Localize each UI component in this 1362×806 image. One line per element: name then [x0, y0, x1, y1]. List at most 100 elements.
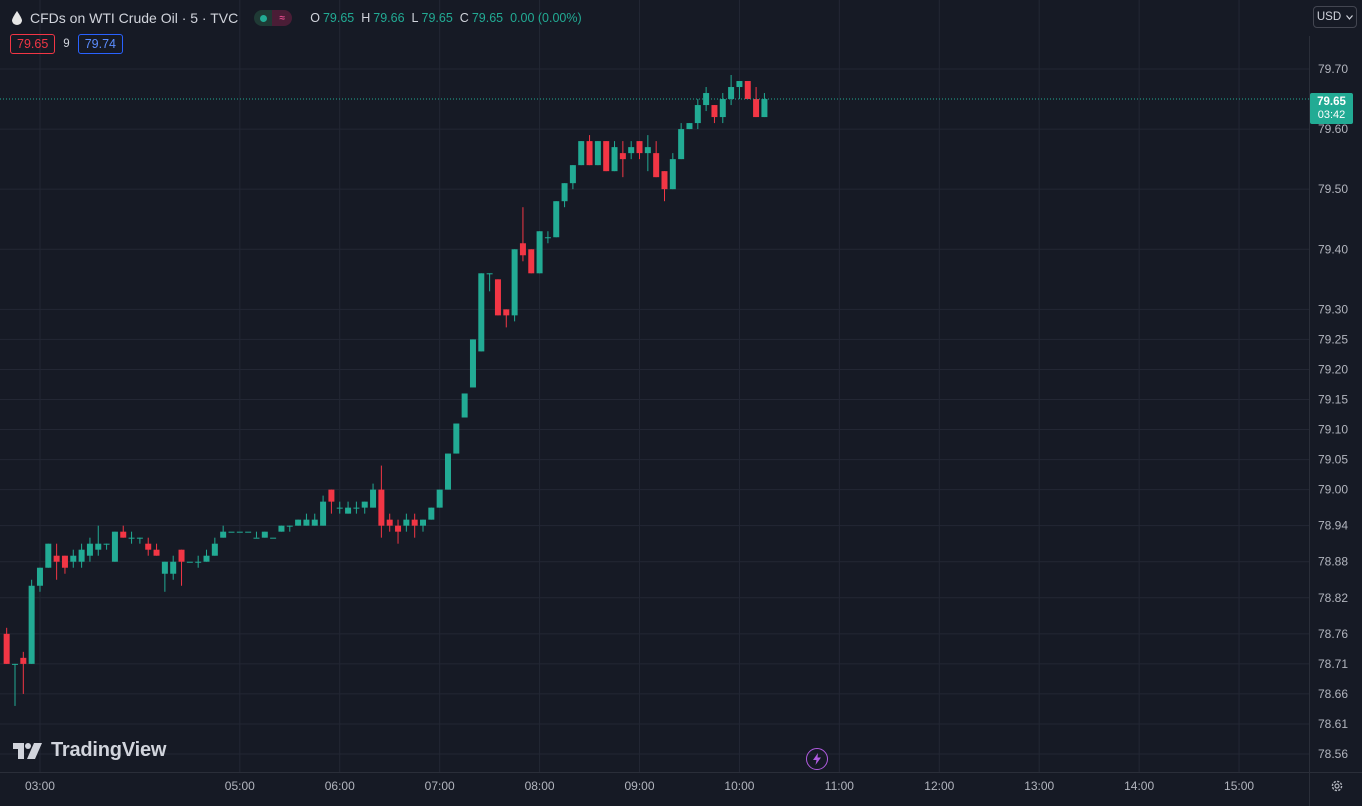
candle-body: [145, 543, 152, 550]
candle: [295, 519, 302, 526]
candle-body: [420, 519, 427, 526]
candle-body: [428, 507, 435, 520]
candle-body: [669, 159, 676, 190]
candle-body: [153, 549, 160, 556]
chevron-down-icon: [1346, 14, 1354, 20]
candle: [403, 513, 410, 532]
candle: [719, 93, 726, 124]
tradingview-logo-icon: [13, 742, 42, 759]
tradingview-logo-text: TradingView: [51, 739, 167, 761]
candle-body: [70, 555, 77, 562]
candle-body: [236, 531, 243, 533]
candle-body: [278, 525, 285, 532]
oil-drop-icon: [12, 11, 22, 25]
lightning-icon[interactable]: [806, 748, 828, 770]
candle-body: [220, 531, 227, 538]
spread-value: 9: [63, 38, 70, 50]
price-tick-label: 78.61: [1318, 717, 1348, 731]
candle-body: [295, 519, 302, 526]
candle: [286, 525, 293, 532]
candle: [486, 273, 493, 292]
candle: [703, 87, 710, 112]
price-tick-label: 78.71: [1318, 657, 1348, 671]
buy-price-button[interactable]: 79.74: [77, 34, 123, 54]
candle-body: [586, 141, 593, 166]
candle: [444, 453, 451, 490]
candle: [395, 519, 402, 544]
candle: [686, 123, 693, 130]
market-status-badge[interactable]: ≈: [254, 10, 293, 26]
price-tick-label: 79.25: [1318, 332, 1348, 346]
time-tick-label: 08:00: [525, 779, 555, 793]
candle: [728, 75, 735, 106]
time-tick-label: 13:00: [1024, 779, 1054, 793]
time-tick-label: 07:00: [425, 779, 455, 793]
candle: [561, 183, 568, 208]
symbol-legend: CFDs on WTI Crude Oil · 5 · TVC ≈ O 79.65…: [12, 9, 586, 27]
ohlc-close-key: C: [459, 11, 469, 25]
candle-body: [286, 525, 293, 527]
candle: [3, 627, 10, 664]
candle-body: [36, 567, 43, 586]
last-price-value: 79.65: [1317, 95, 1346, 108]
candle: [320, 495, 327, 526]
candle-body: [53, 555, 60, 562]
candle-body: [444, 453, 451, 490]
time-tick-label: 09:00: [624, 779, 654, 793]
candle: [120, 525, 127, 538]
candle: [203, 549, 210, 562]
candle: [11, 663, 18, 706]
price-tick-label: 79.60: [1318, 122, 1348, 136]
candle: [578, 141, 585, 166]
ohlc-open-value: 79.65: [322, 11, 355, 25]
candle-body: [678, 129, 685, 160]
candle: [386, 513, 393, 532]
candle-body: [170, 561, 177, 574]
candle-body: [161, 561, 168, 574]
candle: [353, 501, 360, 514]
candle: [370, 483, 377, 508]
candle-body: [270, 537, 277, 539]
ohlc-high-value: 79.66: [373, 11, 405, 25]
candle-body: [120, 531, 127, 538]
time-tick-label: 03:00: [25, 779, 55, 793]
candle-body: [336, 507, 343, 509]
sell-price-button[interactable]: 79.65: [10, 34, 56, 54]
candle-body: [403, 519, 410, 526]
candle: [78, 543, 85, 568]
tradingview-logo[interactable]: TradingView: [13, 739, 166, 762]
candle-body: [494, 279, 501, 316]
candle: [503, 309, 510, 328]
candle-body: [370, 489, 377, 508]
gear-icon[interactable]: [1327, 776, 1347, 796]
candle: [36, 567, 43, 592]
candle-series: [3, 75, 768, 706]
time-tick-label: 05:00: [225, 779, 255, 793]
currency-selector[interactable]: USD: [1313, 6, 1357, 28]
candle-body: [20, 657, 27, 664]
candle: [86, 537, 93, 562]
candle: [328, 489, 335, 514]
candle: [661, 171, 668, 202]
candle: [594, 141, 601, 166]
candle-body: [411, 519, 418, 526]
candle: [478, 273, 485, 352]
data-status-icon: ≈: [272, 10, 293, 26]
candle: [145, 537, 152, 556]
candle-body: [636, 141, 643, 154]
symbol-title[interactable]: CFDs on WTI Crude Oil · 5 · TVC: [30, 10, 239, 26]
candle: [536, 231, 543, 274]
candle-body: [3, 633, 10, 664]
price-change: 0.00 (0.00%): [510, 11, 582, 25]
candle: [220, 525, 227, 538]
candle: [53, 543, 60, 580]
candle: [186, 561, 193, 563]
candle-body: [578, 141, 585, 166]
candle-body: [136, 537, 143, 539]
candle-body: [303, 519, 310, 526]
candle: [519, 207, 526, 262]
gear-glyph-icon: [1331, 780, 1343, 792]
candle-body: [603, 141, 610, 172]
